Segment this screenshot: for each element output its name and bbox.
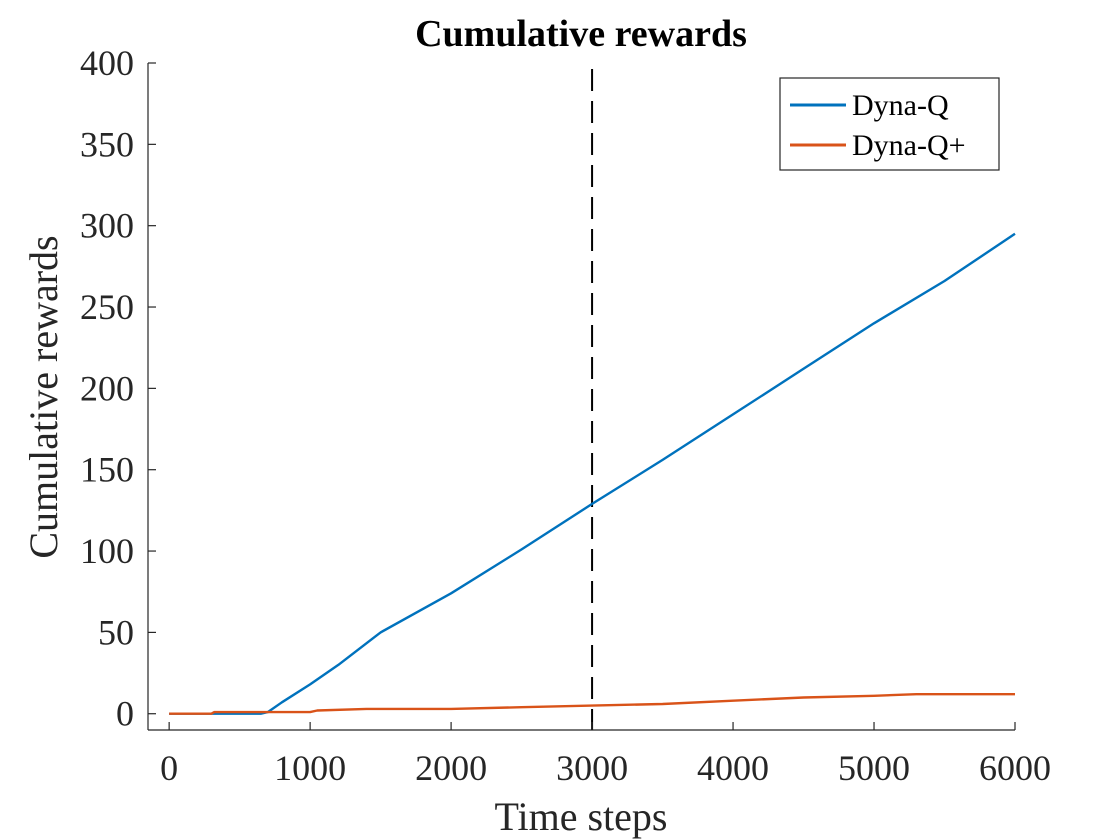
chart-title: Cumulative rewards (415, 13, 747, 55)
x-axis-title: Time steps (494, 794, 667, 839)
x-axis: 0 1000 2000 3000 4000 5000 6000 (160, 722, 1051, 788)
legend-label: Dyna-Q+ (852, 129, 966, 162)
y-tick-label: 400 (80, 43, 134, 83)
y-tick-label: 250 (80, 287, 134, 327)
y-tick-label: 350 (80, 124, 134, 164)
x-tick-label: 6000 (979, 748, 1051, 788)
x-tick-label: 5000 (838, 748, 910, 788)
x-tick-label: 4000 (697, 748, 769, 788)
y-tick-label: 100 (80, 531, 134, 571)
y-tick-label: 200 (80, 368, 134, 408)
y-axis-title: Cumulative rewards (21, 235, 66, 558)
y-tick-label: 50 (98, 612, 134, 652)
plot-area (147, 63, 1016, 731)
x-tick-label: 2000 (415, 748, 487, 788)
x-tick-label: 1000 (274, 748, 346, 788)
y-axis: 0 50 100 150 200 250 300 350 400 (80, 43, 156, 734)
y-tick-label: 0 (116, 694, 134, 734)
y-tick-label: 150 (80, 450, 134, 490)
y-tick-label: 300 (80, 206, 134, 246)
legend-box (779, 77, 1000, 171)
x-tick-label: 0 (160, 748, 178, 788)
series-line-dyna-q-plus (169, 693, 1015, 715)
legend: Dyna-Q Dyna-Q+ (779, 77, 1000, 171)
x-tick-label: 3000 (556, 748, 628, 788)
legend-label: Dyna-Q (852, 89, 949, 122)
